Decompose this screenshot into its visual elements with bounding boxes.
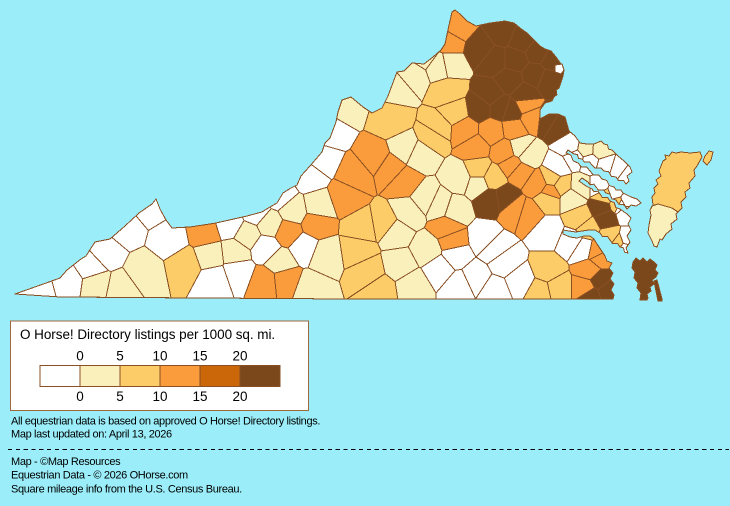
svg-text:0: 0 (76, 349, 84, 364)
svg-text:O Horse! Directory listings pe: O Horse! Directory listings per 1000 sq.… (20, 327, 275, 342)
svg-text:0: 0 (76, 389, 84, 404)
svg-text:All equestrian data is based o: All equestrian data is based on approved… (11, 416, 320, 428)
svg-text:10: 10 (152, 389, 167, 404)
svg-text:Square mileage info from the U: Square mileage info from the U.S. Census… (11, 484, 242, 496)
svg-text:5: 5 (116, 389, 124, 404)
svg-text:Map - ©Map Resources: Map - ©Map Resources (11, 456, 121, 468)
svg-text:Map last updated on: April 13,: Map last updated on: April 13, 2026 (11, 429, 172, 441)
svg-text:15: 15 (192, 389, 207, 404)
svg-text:Equestrian Data - © 2026 OHors: Equestrian Data - © 2026 OHorse.com (11, 470, 188, 482)
svg-text:20: 20 (232, 389, 247, 404)
svg-text:5: 5 (116, 349, 124, 364)
svg-text:20: 20 (232, 349, 247, 364)
svg-text:15: 15 (192, 349, 207, 364)
svg-text:10: 10 (152, 349, 167, 364)
